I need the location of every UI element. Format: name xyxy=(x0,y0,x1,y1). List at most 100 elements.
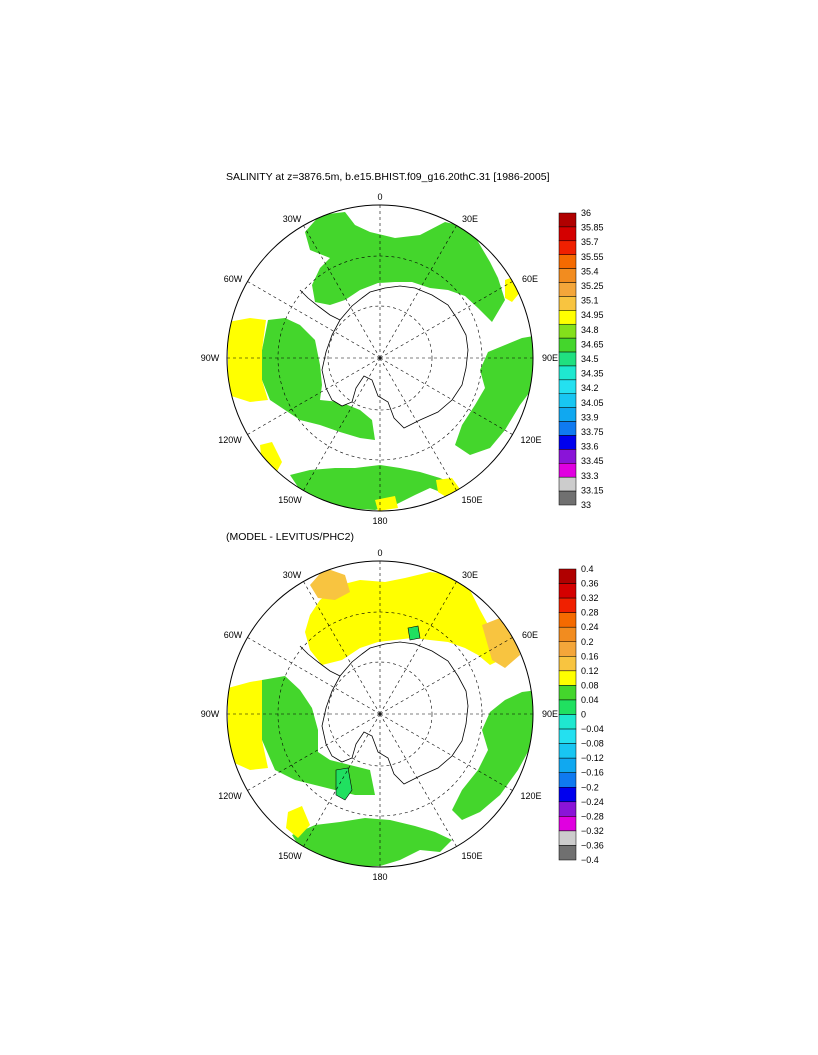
top-lon-label: 0 xyxy=(377,192,382,202)
bottom-lon-label: 120E xyxy=(520,791,541,801)
bottom-colorbar-label: −0.28 xyxy=(581,811,604,821)
top-colorbar-label: 33.3 xyxy=(581,471,599,481)
bottom-lon-label: 180 xyxy=(372,872,387,882)
bottom-colorbar-swatch xyxy=(558,583,577,599)
top-antarctica-outline xyxy=(321,285,469,429)
bottom-colorbar-label: 0.04 xyxy=(581,695,599,705)
top-colorbar-label: 34.95 xyxy=(581,310,604,320)
bottom-west-green-region xyxy=(262,676,375,795)
top-lon-label: 90W xyxy=(201,353,220,363)
bottom-light-green-patch xyxy=(407,625,421,641)
top-meridians xyxy=(227,205,533,511)
bottom-colorbar-label: 0.08 xyxy=(581,680,599,690)
bottom-colorbar-swatch xyxy=(558,801,577,817)
top-lon-label: 60W xyxy=(224,274,243,284)
bottom-colorbar-swatch xyxy=(558,714,577,730)
bottom-colorbar-label: −0.16 xyxy=(581,768,604,778)
top-panel-title: SALINITY at z=3876.5m, b.e15.BHIST.f09_g… xyxy=(226,171,550,183)
bottom-colorbar-label: −0.08 xyxy=(581,739,604,749)
top-colorbar-swatch xyxy=(558,379,577,395)
bottom-colorbar-swatch xyxy=(558,656,577,672)
bottom-lon-label: 120W xyxy=(218,791,242,801)
top-colorbar-label: 35.55 xyxy=(581,252,604,262)
top-peninsula-outline xyxy=(299,289,341,321)
bottom-colorbar-label: −0.32 xyxy=(581,826,604,836)
bottom-polar-map: 0 30E 60E 90E 120E 150E 180 150W 120W 90… xyxy=(201,548,558,882)
bottom-orange-northwest xyxy=(310,568,350,600)
bottom-colorbar-swatch xyxy=(558,612,577,628)
top-colorbar-label: 35.25 xyxy=(581,281,604,291)
top-lon-label: 30W xyxy=(283,214,302,224)
top-pacific-green-region xyxy=(290,465,455,510)
bottom-lon-label: 60W xyxy=(224,630,243,640)
bottom-colorbar-swatch xyxy=(558,830,577,846)
bottom-colorbar-swatch xyxy=(558,685,577,701)
top-colorbar-label: 34.8 xyxy=(581,325,599,335)
top-colorbar-label: 35.4 xyxy=(581,266,599,276)
bottom-lon-label: 150W xyxy=(278,851,302,861)
bottom-colorbar-swatch xyxy=(558,757,577,773)
bottom-longitude-labels: 0 30E 60E 90E 120E 150E 180 150W 120W 90… xyxy=(201,548,558,882)
top-colorbar-swatch xyxy=(558,435,577,450)
top-colorbar-swatch xyxy=(558,268,577,283)
top-colorbar-swatch xyxy=(558,449,577,464)
top-lon-label: 150W xyxy=(278,495,302,505)
top-lon-label: 30E xyxy=(462,214,478,224)
top-yellow-northeast xyxy=(505,275,522,302)
bottom-colorbar-swatch xyxy=(558,699,577,715)
bottom-colorbar: 0.4 0.36 0.32 0.28 0.24 0.2 0.16 0.12 0.08 0.04 0 −… xyxy=(558,564,604,865)
top-colorbar-label: 35.85 xyxy=(581,223,604,233)
top-colorbar-label: 34.05 xyxy=(581,398,604,408)
bottom-lon-label: 60E xyxy=(522,630,538,640)
bottom-antarctica-outline xyxy=(321,641,469,785)
top-lon-label: 60E xyxy=(522,274,538,284)
bottom-yellow-southwest xyxy=(286,806,310,838)
top-atlantic-green-region xyxy=(305,212,505,322)
bottom-colorbar-label: −0.04 xyxy=(581,724,604,734)
bottom-colorbar-label: 0.36 xyxy=(581,579,599,589)
top-colorbar-swatch xyxy=(558,407,577,422)
bottom-colorbar-label: 0.24 xyxy=(581,622,599,632)
top-colorbar-swatch xyxy=(558,240,577,255)
bottom-colorbar-label: −0.4 xyxy=(581,855,599,865)
top-colorbar-label: 33.75 xyxy=(581,427,604,437)
bottom-colorbar-label: 0.2 xyxy=(581,637,594,647)
top-colorbar-swatch xyxy=(558,421,577,436)
top-colorbar-swatch xyxy=(558,476,577,492)
bottom-colorbar-label: 0.4 xyxy=(581,564,594,574)
top-yellow-south xyxy=(375,496,398,511)
top-colorbar-label: 34.2 xyxy=(581,383,599,393)
bottom-colorbar-swatch xyxy=(558,728,577,744)
top-salinity-field xyxy=(228,212,533,511)
bottom-pacific-green-region xyxy=(292,818,452,866)
bottom-lon-label: 150E xyxy=(461,851,482,861)
top-colorbar-swatch xyxy=(558,212,577,228)
top-colorbar-swatch xyxy=(558,351,577,367)
bottom-lon-label: 30W xyxy=(283,570,302,580)
top-lon-label: 120E xyxy=(520,435,541,445)
top-longitude-labels: 0 30E 60E 90E 120E 150E 180 150W 120W 90… xyxy=(201,192,558,526)
bottom-colorbar-swatch xyxy=(558,743,577,759)
bottom-lon-label: 90E xyxy=(542,709,558,719)
top-colorbar-label: 33.15 xyxy=(581,485,604,495)
top-lon-label: 120W xyxy=(218,435,242,445)
top-colorbar-label: 33.9 xyxy=(581,412,599,422)
top-polar-map: 0 30E 60E 90E 120E 150E 180 150W 120W 90… xyxy=(201,192,558,526)
top-colorbar-label: 34.65 xyxy=(581,339,604,349)
bottom-colorbar-swatch xyxy=(558,597,577,613)
top-colorbar: 36 35.85 35.7 35.55 35.4 35.25 35.1 34.95 34.8 34… xyxy=(558,208,604,510)
top-colorbar-label: 35.1 xyxy=(581,296,599,306)
bottom-colorbar-swatch xyxy=(558,641,577,657)
bottom-lon-label: 30E xyxy=(462,570,478,580)
top-lon-label: 90E xyxy=(542,353,558,363)
top-colorbar-label: 36 xyxy=(581,208,591,218)
bottom-colorbar-label: 0 xyxy=(581,710,586,720)
top-colorbar-label: 33.6 xyxy=(581,442,599,452)
bottom-colorbar-label: 0.32 xyxy=(581,593,599,603)
top-yellow-west xyxy=(228,318,268,402)
top-colorbar-swatch xyxy=(558,296,577,311)
bottom-colorbar-swatch xyxy=(558,816,577,832)
bottom-colorbar-label: 0.12 xyxy=(581,666,599,676)
bottom-colorbar-label: 0.16 xyxy=(581,651,599,661)
